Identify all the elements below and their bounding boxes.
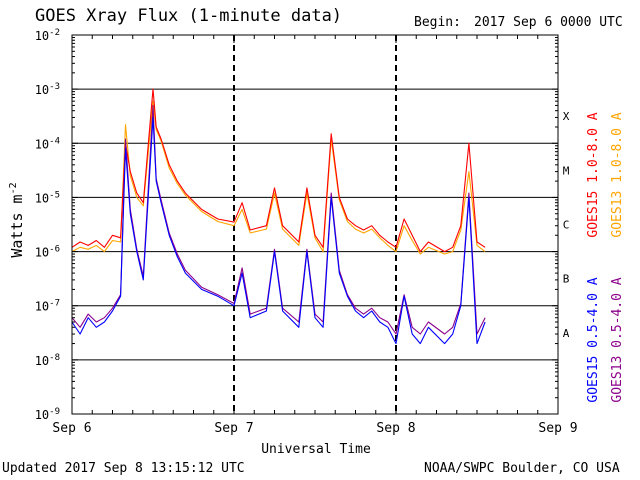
y-tick-label: 10-2 [35,28,60,43]
flare-class-a: A [563,327,570,340]
flare-class-c: C [563,219,570,232]
axes: 10-9 10-8 10-7 10-6 10-5 10-4 10-3 10-2 Sep 6 Sep… [35,28,578,436]
y-tick-label: 10-7 [35,299,60,314]
flare-class-b: B [563,273,570,286]
legend-entry: GOES13 0.5-4.0 A [610,277,625,402]
plot-frame [71,34,559,415]
series-layer [71,88,486,345]
series-goes15-1-0-8-0-a [71,88,486,253]
series-goes13-0-5-4-0-a [71,104,486,335]
legend-entry: GOES15 0.5-4.0 A [586,277,601,402]
series-goes15-0-5-4-0-a [71,116,486,345]
chart-grid [72,35,558,414]
flare-class-x: X [563,110,570,123]
chart-title: GOES Xray Flux (1-minute data) [35,6,343,26]
x-tick-label: Sep 9 [538,421,577,436]
y-tick-label: 10-4 [35,136,60,151]
legend-entry: GOES13 1.0-8.0 A [610,112,625,237]
y-tick-label: 10-5 [35,190,60,205]
y-tick-label: 10-8 [35,353,60,368]
y-axis-label-main: Watts m [8,194,26,257]
x-axis-label: Universal Time [261,442,371,457]
x-tick-label: Sep 7 [214,421,253,436]
x-tick-label: Sep 8 [376,421,415,436]
begin-label: Begin: [414,15,461,30]
y-tick-label: 10-6 [35,245,60,260]
flare-class-m: M [563,164,570,177]
legend: GOES15 1.0-8.0 A GOES13 1.0-8.0 A GOES15 0… [586,112,625,402]
updated-timestamp: Updated 2017 Sep 8 13:15:12 UTC [2,461,245,476]
flare-class-labels: X M C B A [563,110,570,340]
credit: NOAA/SWPC Boulder, CO USA [424,461,620,476]
y-axis-label: Watts m-2 [8,182,26,257]
x-tick-label: Sep 6 [52,421,91,436]
y-tick-label: 10-9 [35,407,60,422]
y-tick-label: 10-3 [35,82,60,97]
begin-value: 2017 Sep 6 0000 UTC [474,15,623,30]
y-axis-label-exp: -2 [8,182,19,194]
legend-entry: GOES15 1.0-8.0 A [586,112,601,237]
